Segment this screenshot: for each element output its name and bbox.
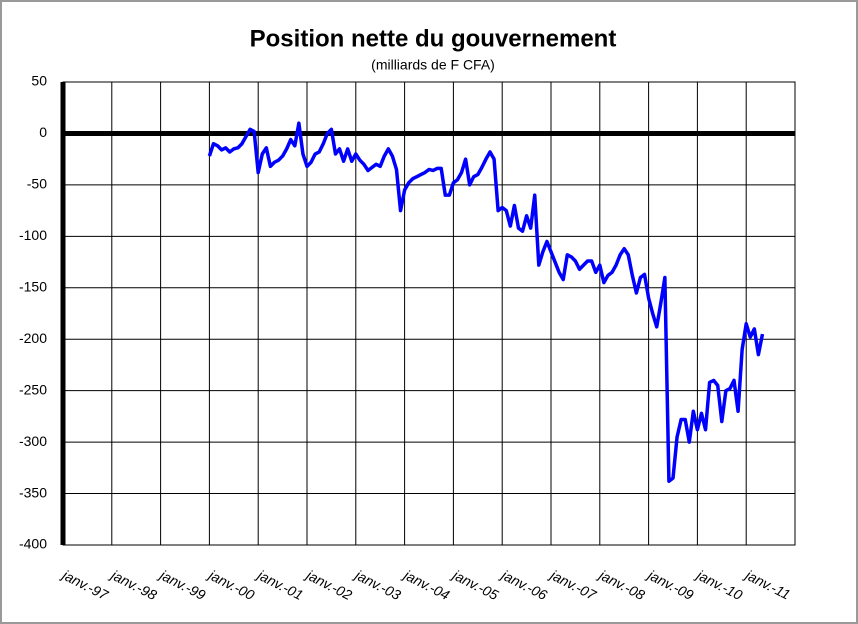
y-tick-label: -200 bbox=[19, 330, 47, 346]
y-tick-label: 50 bbox=[31, 73, 47, 89]
y-tick-label: -250 bbox=[19, 381, 47, 397]
y-tick-label: -400 bbox=[19, 536, 47, 552]
chart-title: Position nette du gouvernement bbox=[250, 25, 617, 52]
y-tick-label: -50 bbox=[27, 176, 47, 192]
y-tick-label: -350 bbox=[19, 484, 47, 500]
y-tick-label: -100 bbox=[19, 227, 47, 243]
y-tick-label: 0 bbox=[39, 124, 47, 140]
y-tick-label: -300 bbox=[19, 433, 47, 449]
y-tick-label: -150 bbox=[19, 278, 47, 294]
data-line bbox=[207, 121, 765, 483]
chart-subtitle: (milliards de F CFA) bbox=[371, 57, 495, 73]
